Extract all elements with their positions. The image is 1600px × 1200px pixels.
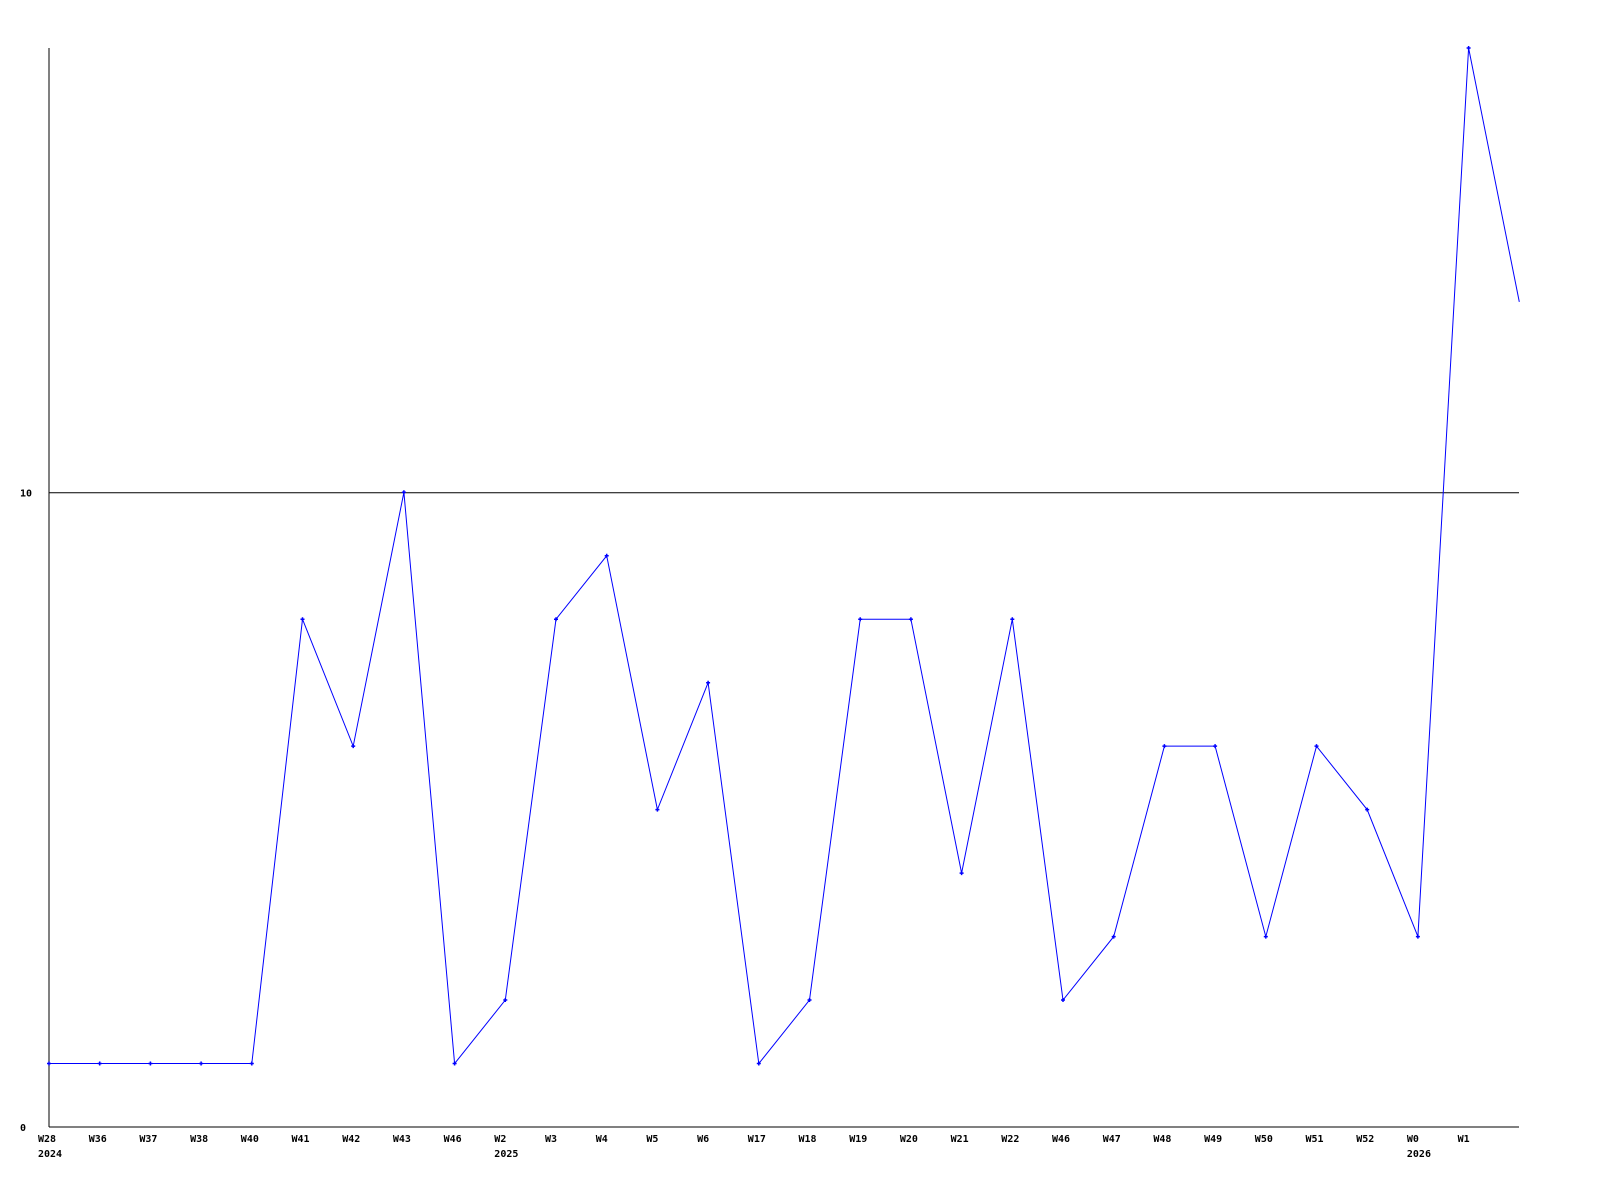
x-tick-label: W51 [1306,1134,1324,1145]
x-tick-label: W3 [545,1134,557,1145]
x-tick-label: W28 [38,1134,56,1145]
x-tick-label: W48 [1153,1134,1171,1145]
data-point [1263,934,1268,939]
x-tick-label: W37 [139,1134,157,1145]
data-point [351,744,356,749]
x-tick-label: W41 [292,1134,310,1145]
x-tick-label: W18 [799,1134,817,1145]
data-point [452,1061,457,1066]
x-tick-label: W1 [1458,1134,1470,1145]
x-year-label: 2025 [494,1149,518,1160]
data-point [1314,744,1319,749]
x-tick-label: W47 [1103,1134,1121,1145]
x-year-label: 2024 [38,1149,62,1160]
data-point [148,1061,153,1066]
data-point [300,617,305,622]
x-tick-label: W21 [951,1134,969,1145]
x-tick-label: W40 [241,1134,259,1145]
x-tick-label: W43 [393,1134,411,1145]
x-tick-label: W0 [1407,1134,1419,1145]
data-point [249,1061,254,1066]
x-tick-label: W2 [494,1134,506,1145]
x-tick-label: W38 [190,1134,208,1145]
data-point [706,680,711,685]
data-point [756,1061,761,1066]
data-point [858,617,863,622]
data-point [807,998,812,1003]
x-tick-label: W17 [748,1134,766,1145]
data-point [1010,617,1015,622]
x-tick-label: W46 [1052,1134,1070,1145]
data-point [1365,807,1370,812]
data-point [554,617,558,622]
data-point [1111,934,1116,939]
x-tick-label: W20 [900,1134,918,1145]
data-point [1213,744,1218,749]
x-year-label: 2026 [1407,1149,1431,1160]
data-point [655,807,660,812]
data-point [1415,934,1420,939]
data-point [604,553,609,558]
x-tick-label: W46 [444,1134,462,1145]
x-tick-label: W22 [1001,1134,1019,1145]
data-point [503,998,508,1003]
series-line [49,47,1520,1065]
y-tick-label: 0 [20,1123,26,1134]
x-tick-label: W36 [89,1134,107,1145]
x-tick-label: W19 [849,1134,867,1145]
x-tick-label: W52 [1356,1134,1374,1145]
data-point [199,1061,204,1066]
data-point [47,1061,51,1066]
data-point [97,1061,102,1066]
data-point [401,490,406,495]
x-tick-label: W4 [596,1134,608,1145]
x-tick-label: W50 [1255,1134,1273,1145]
x-tick-label: W42 [342,1134,360,1145]
data-point [908,617,913,622]
y-tick-label: 10 [20,488,32,499]
data-point [1466,46,1471,50]
data-point [1061,998,1065,1003]
data-point [959,871,964,876]
x-tick-label: W6 [697,1134,709,1145]
data-point [1162,744,1167,749]
x-tick-label: W49 [1204,1134,1222,1145]
x-tick-label: W5 [646,1134,658,1145]
